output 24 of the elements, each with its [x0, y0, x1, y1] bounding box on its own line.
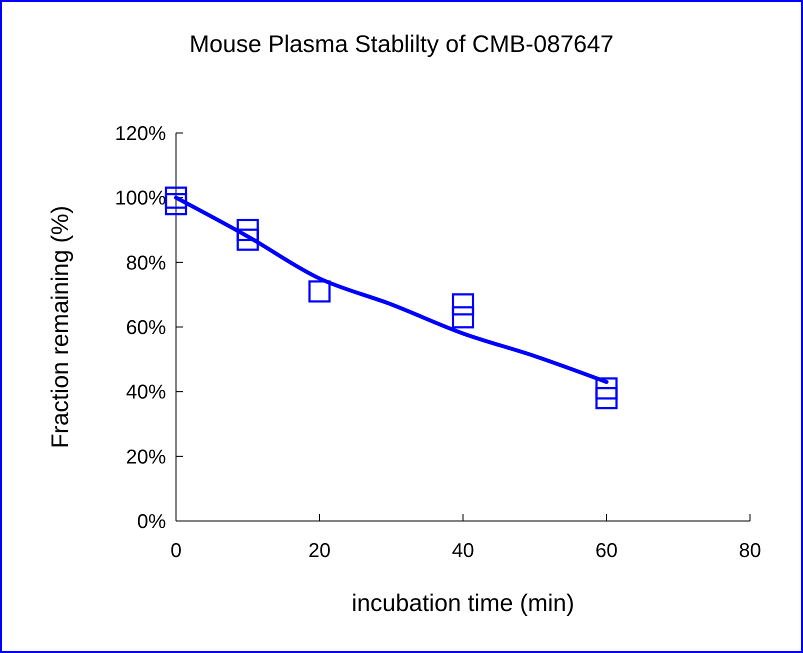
y-tick-label: 0% — [137, 511, 166, 533]
x-axis-title: incubation time (min) — [352, 590, 574, 617]
point — [308, 280, 331, 303]
y-tick-label: 60% — [126, 317, 166, 339]
chart-title: Mouse Plasma Stablilty of CMB-087647 — [189, 31, 614, 58]
point — [452, 293, 474, 316]
point — [164, 186, 188, 209]
y-axis-title: Fraction remaining (%) — [47, 206, 74, 448]
y-tick-label: 40% — [126, 382, 166, 404]
point — [164, 193, 188, 216]
point — [236, 218, 259, 242]
x-tick-label: 80 — [738, 540, 762, 562]
point — [595, 387, 618, 410]
y-tick-label: 120% — [114, 123, 166, 145]
point — [236, 228, 259, 251]
x-tick-label: 20 — [308, 540, 331, 562]
x-tick-label: 0 — [170, 540, 182, 562]
y-tick-label: 100% — [114, 188, 166, 210]
y-tick-label: 80% — [126, 252, 166, 274]
x-tick-label: 40 — [452, 540, 474, 562]
point — [595, 377, 618, 400]
y-tick-label: 20% — [126, 446, 166, 468]
point — [452, 306, 474, 328]
x-tick-label: 60 — [595, 540, 618, 562]
